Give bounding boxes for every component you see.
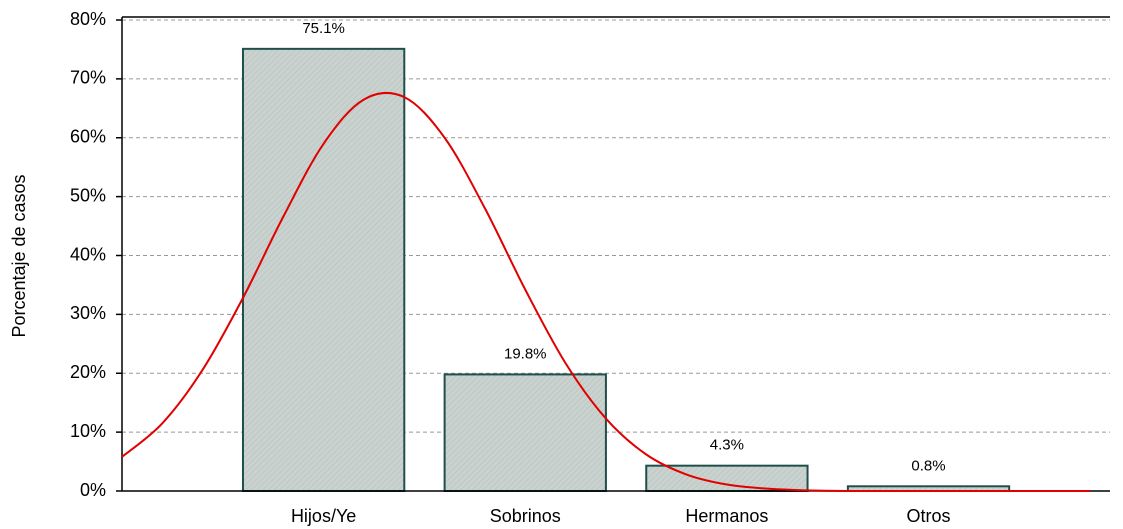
value-label: 0.8%: [911, 457, 945, 474]
y-tick-label: 80%: [70, 9, 106, 29]
y-tick-label: 40%: [70, 244, 106, 264]
y-tick-label: 60%: [70, 127, 106, 147]
x-tick-label: Sobrinos: [490, 506, 561, 526]
y-axis-label: Porcentaje de casos: [9, 174, 29, 337]
y-tick-label: 20%: [70, 362, 106, 382]
bar: [443, 373, 607, 492]
x-tick-label: Otros: [907, 506, 951, 526]
y-tick-label: 70%: [70, 68, 106, 88]
value-label: 4.3%: [710, 437, 744, 454]
value-label: 19.8%: [504, 345, 547, 362]
y-tick-label: 0%: [80, 480, 106, 500]
x-tick-label: Hijos/Ye: [291, 506, 356, 526]
y-tick-label: 30%: [70, 303, 106, 323]
value-label: 75.1%: [302, 20, 345, 37]
y-tick-label: 50%: [70, 185, 106, 205]
bar: [241, 47, 406, 492]
x-tick-label: Hermanos: [685, 506, 768, 526]
fit-curve: [121, 92, 1090, 493]
bar: [645, 464, 809, 492]
y-tick-label: 10%: [70, 421, 106, 441]
